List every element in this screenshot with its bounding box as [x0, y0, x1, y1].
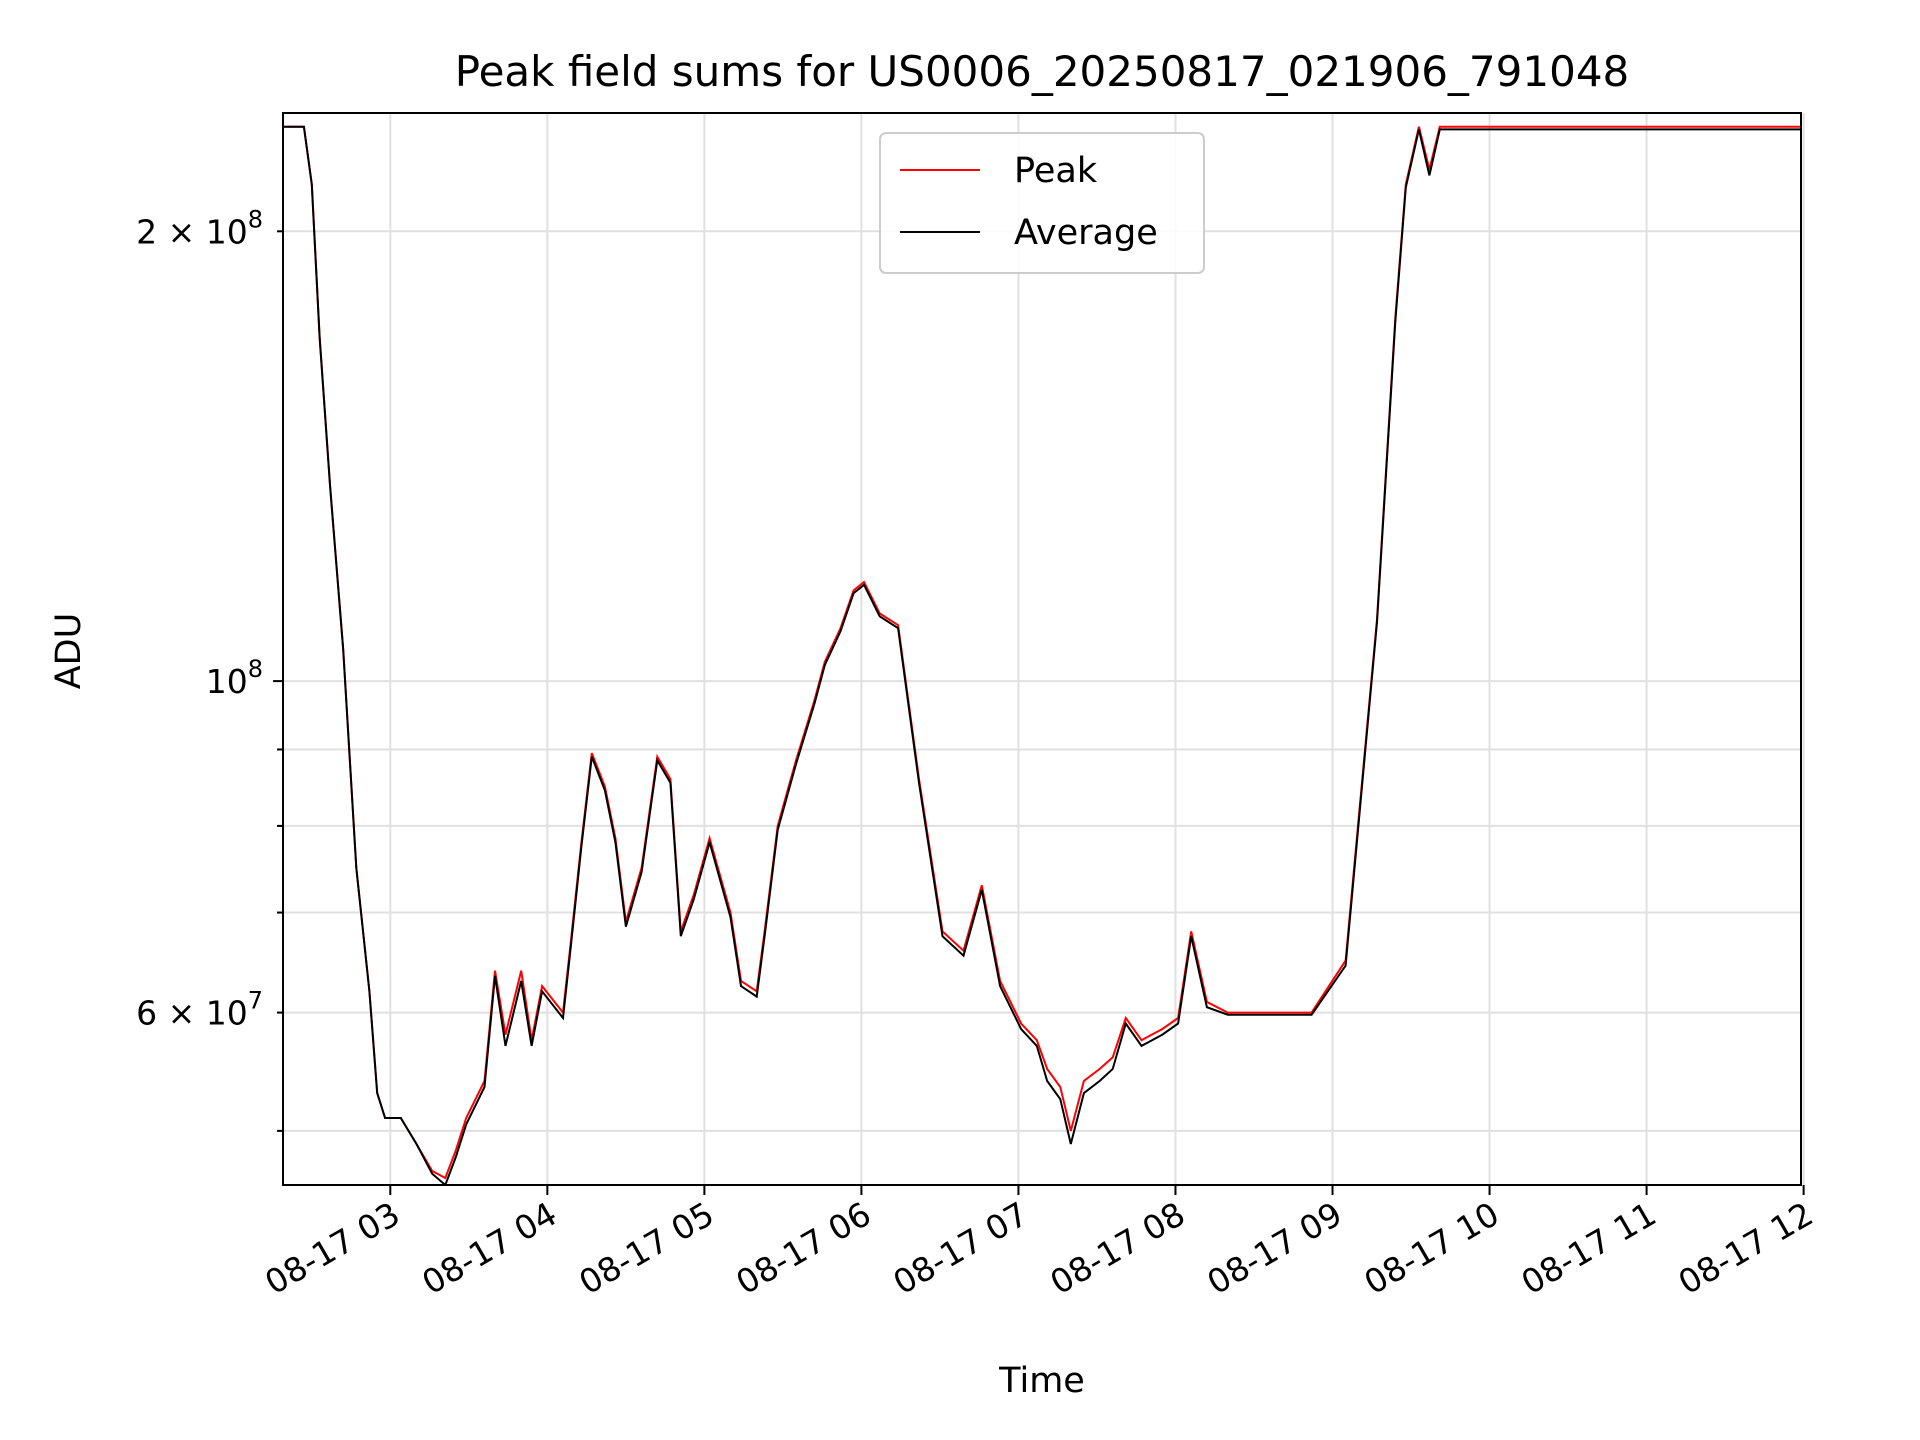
y-tick-label: 6 × 107 — [136, 987, 263, 1033]
y-tick-label: 2 × 108 — [136, 205, 263, 251]
plot-frame — [282, 112, 1802, 1186]
y-ticks: 108 6 × 107 2 × 108 — [136, 205, 283, 1132]
y-tick-label: 108 — [206, 655, 263, 701]
legend-box — [879, 132, 1205, 274]
series-line-average — [283, 125, 1801, 1185]
y-axis-label: ADU — [49, 613, 89, 690]
chart-title: Peak field sums for US0006_20250817_0219… — [455, 47, 1630, 96]
legend: Peak Average — [879, 132, 1205, 274]
x-axis-label: Time — [998, 1361, 1085, 1401]
legend-label: Average — [1014, 213, 1158, 253]
legend-label: Peak — [1014, 151, 1098, 191]
series-layer — [283, 125, 1801, 1185]
grid — [283, 113, 1805, 1185]
